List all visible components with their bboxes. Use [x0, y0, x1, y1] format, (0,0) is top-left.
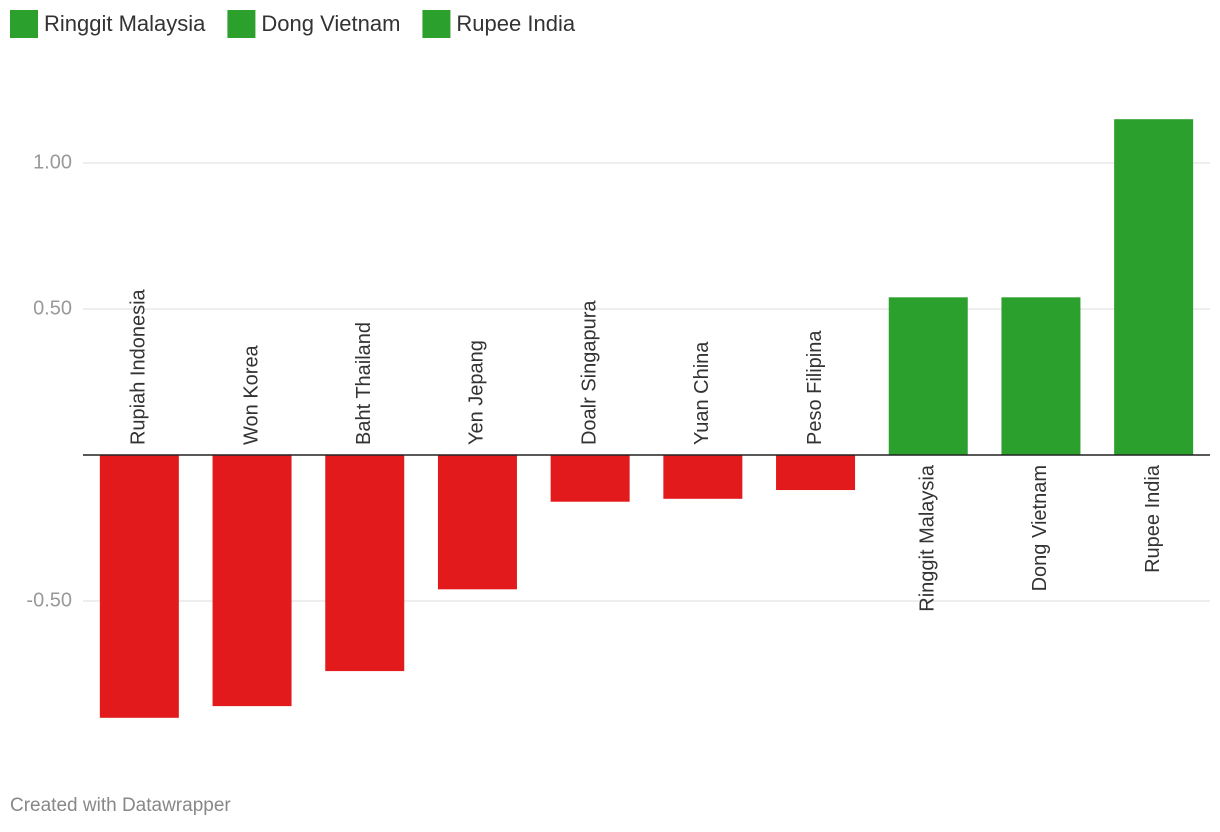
category-label: Yuan China: [691, 341, 713, 445]
bar: [776, 455, 856, 491]
category-label: Yen Jepang: [466, 340, 488, 445]
legend-swatch: [10, 10, 38, 38]
category-label: Ringgit Malaysia: [917, 464, 939, 612]
bar: [1001, 297, 1081, 455]
bar: [550, 455, 630, 502]
y-tick-label: 0.50: [33, 297, 72, 319]
category-label: Won Korea: [240, 344, 262, 445]
category-label: Dong Vietnam: [1029, 465, 1051, 591]
footer: Created with Datawrapper: [10, 795, 231, 816]
bar: [212, 455, 292, 707]
legend-label: Dong Vietnam: [261, 11, 400, 36]
bar: [888, 297, 968, 455]
bar: [325, 455, 405, 672]
category-label: Baht Thailand: [353, 322, 375, 445]
legend-swatch: [422, 10, 451, 38]
legend-label: Ringgit Malaysia: [44, 11, 206, 36]
bar: [437, 455, 517, 590]
category-label: Rupee India: [1142, 464, 1164, 573]
bar: [1114, 119, 1194, 455]
y-tick-label: -0.50: [26, 589, 72, 611]
y-tick-label: 1.00: [33, 151, 72, 173]
category-label: Peso Filipina: [804, 330, 826, 445]
category-label: Doalr Singapura: [578, 300, 600, 445]
legend-label: Rupee India: [456, 11, 575, 36]
legend-swatch: [227, 10, 256, 38]
bar: [99, 455, 179, 718]
bar: [663, 455, 743, 499]
category-label: Rupiah Indonesia: [128, 288, 150, 445]
